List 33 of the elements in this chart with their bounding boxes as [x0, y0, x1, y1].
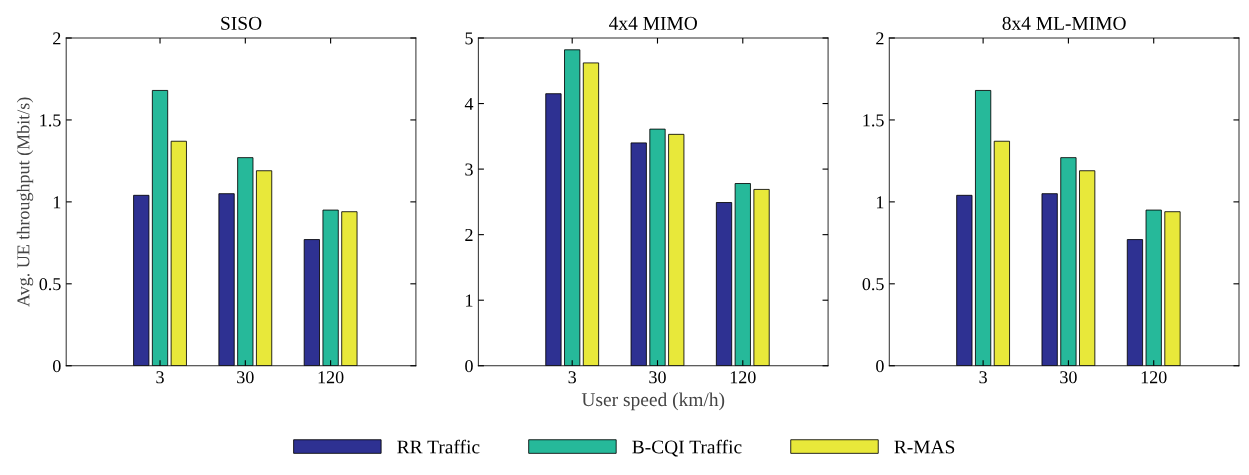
y-tick-label: 0	[53, 360, 61, 373]
y-tick-label: 0.5	[39, 278, 61, 291]
y-tick-label: 1.5	[40, 114, 61, 127]
y-tick-label: 1.5	[863, 114, 884, 127]
y-tick-label: 2	[465, 228, 473, 241]
y-tick-label: 0	[465, 360, 473, 373]
y-tick-label: 4	[464, 97, 474, 110]
x-tick-label: 120	[1141, 371, 1167, 384]
chart-title: SISO	[221, 16, 262, 30]
y-tick-label: 1	[53, 196, 61, 209]
legend-label: B-CQI Traffic	[632, 439, 742, 457]
y-tick-label: 0	[876, 360, 884, 373]
y-axis-title: Avg. UE throughput (Mbit/s)	[16, 97, 34, 307]
y-tick-label: 2	[53, 32, 61, 45]
chart-title: 8x4 ML-MIMO	[1002, 16, 1126, 30]
y-tick-label: 2	[876, 32, 884, 45]
x-tick-label: 30	[1060, 371, 1077, 384]
chart-title: 4x4 MIMO	[609, 16, 697, 30]
legend-label: RR Traffic	[397, 439, 480, 454]
x-tick-label: 30	[237, 371, 254, 384]
y-tick-label: 5	[465, 32, 473, 45]
x-tick-label: 3	[979, 371, 987, 384]
legend-label: R-MAS	[894, 440, 955, 454]
x-tick-label: 3	[156, 371, 164, 384]
y-tick-label: 3	[465, 163, 473, 176]
x-tick-label: 120	[318, 371, 344, 384]
x-axis-title: User speed (km/h)	[581, 392, 725, 411]
y-tick-label: 1	[466, 294, 473, 307]
x-tick-label: 120	[730, 371, 756, 384]
x-tick-label: 3	[568, 371, 576, 384]
y-tick-label: 1	[876, 196, 884, 209]
y-tick-label: 0.5	[862, 278, 884, 291]
x-tick-label: 30	[649, 371, 666, 384]
